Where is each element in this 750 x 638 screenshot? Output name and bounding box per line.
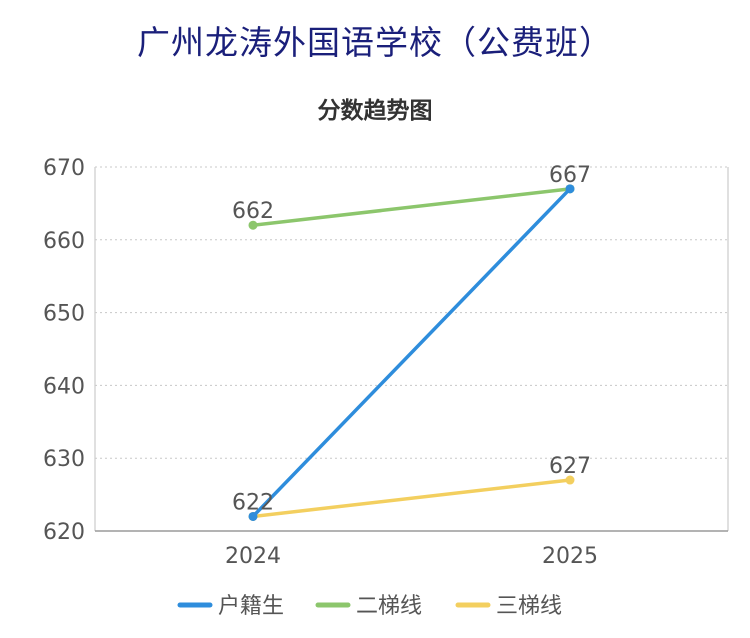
y-tick-label-670: 670 [43, 156, 85, 181]
series-line-1 [251, 187, 572, 227]
data-point-0-1 [565, 184, 575, 194]
data-label-1-1: 667 [549, 163, 591, 188]
data-labels: 662 667 622 627 [232, 163, 591, 516]
legend-label-1: 二梯线 [356, 594, 422, 619]
series-line-2 [251, 478, 572, 519]
chart-title: 分数趋势图 [318, 98, 433, 124]
x-tick-label-2024: 2024 [225, 544, 281, 569]
y-tick-label-660: 660 [43, 229, 85, 254]
series-line-0 [251, 187, 572, 519]
page-title: 广州龙涛外国语学校（公费班） [137, 23, 613, 62]
legend-label-2: 三梯线 [496, 594, 562, 619]
data-label-1-0: 662 [232, 199, 274, 224]
data-point-2-1 [565, 475, 575, 485]
y-tick-label-640: 640 [43, 374, 85, 399]
axes: 620 630 640 650 660 670 2024 2025 [43, 156, 729, 569]
x-tick-label-2025: 2025 [542, 544, 598, 569]
y-tick-label-630: 630 [43, 447, 85, 472]
data-label-2-0: 622 [232, 490, 274, 515]
legend-label-0: 户籍生 [218, 594, 284, 619]
series-lines [248, 184, 575, 521]
data-point-0-0 [248, 511, 258, 521]
grid-lines [95, 166, 728, 459]
data-label-2-1: 627 [549, 454, 591, 479]
y-tick-label-620: 620 [43, 520, 85, 545]
y-tick-label-650: 650 [43, 302, 85, 327]
data-point-1-0 [248, 220, 258, 230]
legend: 户籍生 二梯线 三梯线 [177, 594, 562, 619]
